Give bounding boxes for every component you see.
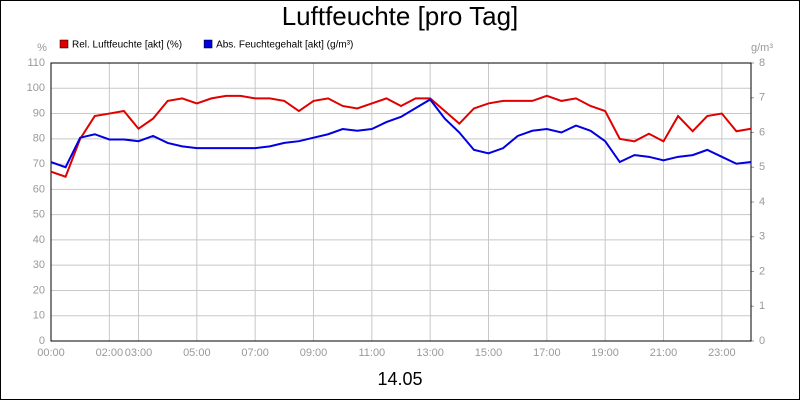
y2-axis-unit: g/m³ xyxy=(751,42,773,54)
y2-tick-label: 0 xyxy=(759,335,765,347)
y-tick-label: 110 xyxy=(27,57,45,69)
y-tick-label: 30 xyxy=(33,259,45,271)
plot-border xyxy=(50,62,752,342)
x-tick-label: 11:00 xyxy=(358,347,385,359)
y2-tick-label: 7 xyxy=(759,92,765,104)
y2-tick-label: 3 xyxy=(759,231,765,243)
y-tick-label: 20 xyxy=(33,284,45,296)
x-tick-label: 13:00 xyxy=(416,347,444,359)
legend-label: Abs. Feuchtegehalt [akt] (g/m³) xyxy=(216,40,353,51)
y2-tick-label: 8 xyxy=(759,57,765,69)
y-tick-label: 40 xyxy=(33,234,45,246)
y-tick-label: 0 xyxy=(39,335,45,347)
y2-tick-label: 6 xyxy=(759,126,765,138)
x-tick-label: 07:00 xyxy=(241,347,269,359)
x-tick-label: 00:00 xyxy=(37,347,65,359)
y-tick-label: 90 xyxy=(33,107,45,119)
chart-title: Luftfeuchte [pro Tag] xyxy=(282,1,519,31)
y2-tick-label: 5 xyxy=(759,161,765,173)
y2-tick-label: 1 xyxy=(759,300,765,312)
y-tick-label: 70 xyxy=(33,158,45,170)
x-axis-label: 14.05 xyxy=(377,369,422,389)
plot-area xyxy=(51,63,751,341)
y2-tick-label: 2 xyxy=(759,265,765,277)
y-tick-label: 60 xyxy=(33,183,45,195)
x-tick-label: 23:00 xyxy=(708,347,736,359)
legend-swatch xyxy=(203,39,213,49)
x-tick-label: 09:00 xyxy=(300,347,328,359)
x-tick-label: 21:00 xyxy=(650,347,678,359)
y2-tick-label: 4 xyxy=(759,196,765,208)
y-tick-label: 100 xyxy=(27,82,45,94)
x-tick-label: 02:00 xyxy=(96,347,124,359)
x-tick-label: 15:00 xyxy=(475,347,503,359)
y-axis-unit: % xyxy=(37,42,47,54)
x-tick-label: 03:00 xyxy=(125,347,153,359)
x-tick-label: 17:00 xyxy=(533,347,561,359)
data-line xyxy=(50,94,752,178)
legend-swatch xyxy=(59,39,69,49)
y-tick-label: 50 xyxy=(33,209,45,221)
legend-label: Rel. Luftfeuchte [akt] (%) xyxy=(72,40,182,51)
data-line xyxy=(50,98,752,169)
y-tick-label: 80 xyxy=(33,133,45,145)
x-tick-label: 19:00 xyxy=(591,347,619,359)
y-tick-label: 10 xyxy=(33,310,45,322)
x-tick-label: 05:00 xyxy=(183,347,211,359)
